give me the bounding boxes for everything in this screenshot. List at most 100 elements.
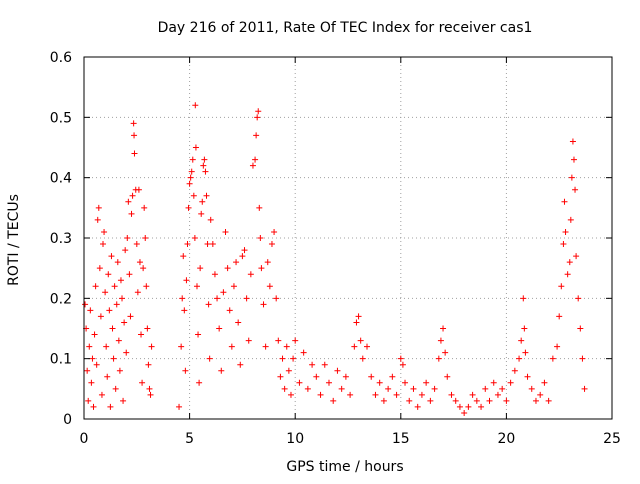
- data-point: [115, 337, 122, 344]
- data-point: [131, 150, 138, 157]
- data-point: [91, 331, 98, 338]
- data-point: [95, 204, 102, 211]
- data-point: [122, 247, 129, 254]
- data-point: [193, 283, 200, 290]
- data-point: [184, 241, 191, 248]
- data-point: [313, 373, 320, 380]
- data-point: [180, 253, 187, 260]
- data-point: [364, 343, 371, 350]
- data-point: [402, 379, 409, 386]
- data-point: [97, 313, 104, 320]
- data-point: [271, 228, 278, 235]
- data-point: [368, 373, 375, 380]
- data-point: [389, 373, 396, 380]
- data-point: [528, 385, 535, 392]
- data-point: [397, 355, 404, 362]
- data-point: [241, 247, 248, 254]
- data-marks: [82, 102, 588, 416]
- data-point: [224, 265, 231, 272]
- data-point: [347, 391, 354, 398]
- data-point: [105, 271, 112, 278]
- data-point: [206, 355, 213, 362]
- data-point: [106, 307, 113, 314]
- data-point: [128, 210, 135, 217]
- data-point: [376, 379, 383, 386]
- data-point: [569, 138, 576, 145]
- data-point: [245, 337, 252, 344]
- data-point: [444, 373, 451, 380]
- data-point: [203, 192, 210, 199]
- data-point: [342, 373, 349, 380]
- data-point: [204, 241, 211, 248]
- data-point: [281, 385, 288, 392]
- x-tick-label: 10: [286, 431, 304, 447]
- y-tick-label: 0.6: [50, 50, 72, 66]
- data-point: [279, 355, 286, 362]
- data-point: [266, 283, 273, 290]
- data-point: [465, 403, 472, 410]
- data-point: [139, 379, 146, 386]
- data-point: [191, 235, 198, 241]
- data-point: [88, 379, 95, 386]
- data-point: [300, 349, 307, 356]
- x-tick-label: 15: [392, 431, 410, 447]
- data-point: [178, 343, 185, 350]
- data-point: [228, 343, 235, 350]
- data-point: [188, 168, 195, 175]
- data-point: [121, 319, 128, 326]
- data-point: [92, 283, 99, 290]
- data-point: [187, 174, 194, 181]
- data-point: [90, 403, 97, 410]
- data-point: [141, 204, 148, 211]
- data-point: [112, 385, 119, 392]
- data-point: [541, 379, 548, 386]
- x-axis-label: GPS time / hours: [286, 459, 403, 475]
- data-point: [220, 289, 227, 296]
- data-point: [292, 337, 299, 344]
- data-point: [82, 301, 89, 308]
- data-point: [133, 241, 140, 248]
- data-point: [573, 253, 580, 260]
- data-point: [117, 277, 124, 284]
- data-point: [197, 265, 204, 272]
- data-point: [119, 295, 126, 302]
- data-point: [134, 289, 141, 296]
- data-point: [499, 385, 506, 392]
- data-point: [418, 391, 425, 398]
- data-point: [131, 132, 138, 139]
- data-point: [338, 385, 345, 392]
- data-point: [511, 367, 518, 374]
- data-point: [537, 391, 544, 398]
- data-point: [127, 313, 134, 320]
- data-point: [147, 391, 154, 398]
- data-point: [410, 385, 417, 392]
- data-point: [103, 343, 110, 350]
- data-point: [503, 397, 510, 404]
- y-tick-label: 0.3: [50, 231, 72, 247]
- data-point: [249, 162, 256, 169]
- data-point: [568, 174, 575, 181]
- data-point: [473, 397, 480, 404]
- data-point: [452, 397, 459, 404]
- data-point: [469, 391, 476, 398]
- data-point: [192, 102, 199, 109]
- data-point: [146, 385, 153, 392]
- data-point: [222, 228, 229, 235]
- data-point: [120, 397, 127, 404]
- data-point: [435, 355, 442, 362]
- y-tick-label: 0.2: [50, 291, 72, 307]
- data-point: [192, 144, 199, 151]
- data-point: [277, 373, 284, 380]
- data-point: [334, 367, 341, 374]
- data-point: [268, 241, 275, 248]
- data-point: [108, 253, 115, 260]
- data-point: [89, 355, 96, 362]
- data-point: [532, 397, 539, 404]
- data-point: [273, 295, 280, 302]
- data-point: [524, 373, 531, 380]
- data-point: [216, 325, 223, 332]
- data-point: [309, 361, 316, 368]
- data-point: [442, 349, 449, 356]
- data-point: [183, 277, 190, 284]
